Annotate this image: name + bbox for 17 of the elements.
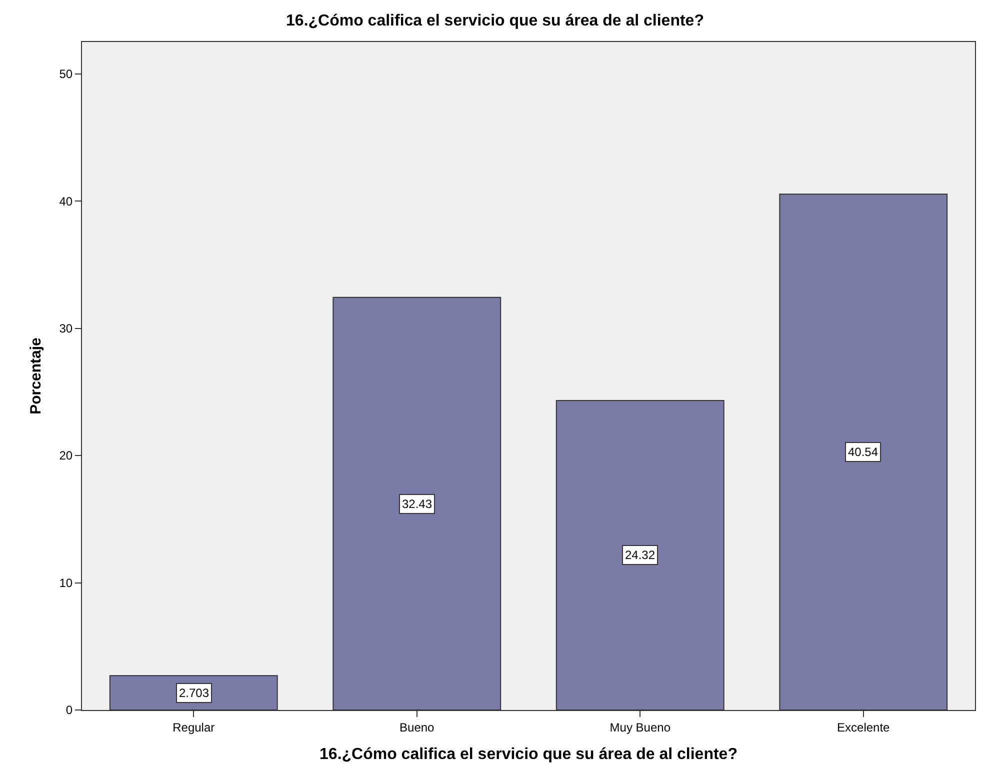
y-tick-label: 30 [59,321,73,336]
y-axis-title: Porcentaje [27,338,44,414]
y-tick-label: 50 [59,67,73,82]
x-tick-label: Muy Bueno [610,720,671,734]
y-tick-label: 40 [59,194,73,208]
y-tick-label: 20 [59,448,73,463]
x-tick-label: Bueno [400,720,435,734]
x-axis-title: 16.¿Cómo califica el servicio que su área de al cliente? [320,746,738,764]
data-label: 40.54 [848,445,878,459]
y-tick-label: 0 [66,703,73,718]
data-label: 24.32 [625,548,656,562]
x-tick-label: Regular [172,720,215,734]
y-tick-label: 10 [59,576,73,590]
chart-title: 16.¿Cómo califica el servicio que su área de al cliente? [286,12,704,30]
data-label: 2.703 [179,686,210,700]
x-tick-label: Excelente [837,720,890,734]
data-label: 32.43 [402,497,432,511]
